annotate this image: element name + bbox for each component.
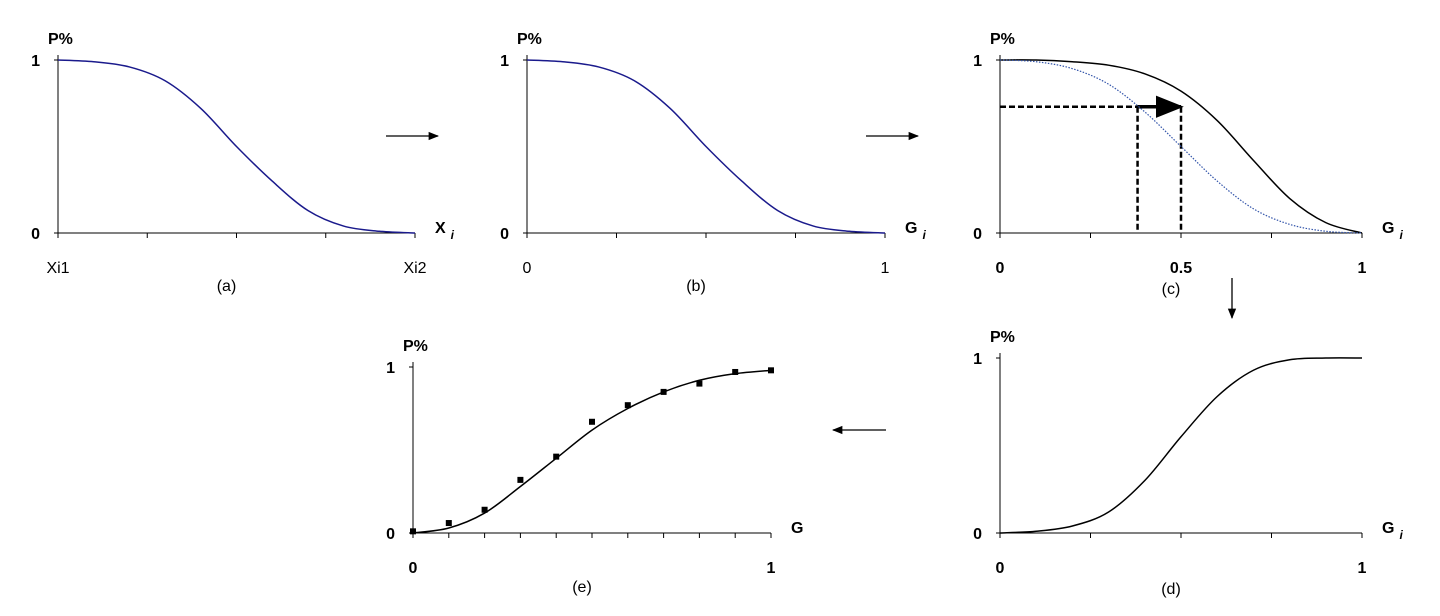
- x-axis-label-sub: i: [451, 228, 455, 242]
- x-tick-label: 0: [523, 260, 532, 277]
- x-axis-label: G: [1382, 520, 1394, 537]
- x-axis-label: G: [791, 520, 803, 537]
- x-axis-label-sub: i: [1399, 528, 1403, 542]
- point: [624, 402, 631, 409]
- x-tick-label: 1: [1358, 260, 1367, 277]
- y-tick-label: 1: [31, 53, 40, 70]
- point: [553, 453, 560, 460]
- point: [732, 368, 739, 375]
- curve: [999, 59, 1363, 234]
- y-axis-label: P%: [990, 329, 1015, 346]
- y-tick-label: 0: [500, 226, 509, 243]
- x-tick-label: 1: [767, 560, 776, 577]
- point: [410, 528, 416, 535]
- y-tick-label: 1: [500, 53, 509, 70]
- x-axis-label: G: [905, 220, 917, 237]
- curve: [999, 357, 1363, 534]
- y-tick-label: 0: [386, 526, 395, 543]
- x-tick-label: 1: [1358, 560, 1367, 577]
- y-tick-label: 1: [973, 351, 982, 368]
- x-axis-label: X: [435, 220, 446, 237]
- caption: (b): [686, 278, 706, 295]
- x-tick-label: 0: [409, 560, 418, 577]
- y-tick-label: 1: [386, 360, 395, 377]
- y-axis-label: P%: [403, 338, 428, 355]
- caption: (d): [1161, 581, 1181, 598]
- x-axis-label-sub: i: [1399, 228, 1403, 242]
- x-axis-label: G: [1382, 220, 1394, 237]
- y-tick-label: 0: [973, 226, 982, 243]
- caption: (c): [1162, 281, 1181, 298]
- point: [660, 388, 667, 395]
- y-tick-label: 1: [973, 53, 982, 70]
- point: [481, 506, 488, 513]
- x-tick-label: 0: [996, 260, 1005, 277]
- y-tick-label: 0: [973, 526, 982, 543]
- point: [696, 380, 703, 387]
- x-tick-label: Xi1: [46, 260, 69, 277]
- curve: [526, 59, 886, 234]
- caption: (a): [217, 278, 237, 295]
- y-axis-label: P%: [517, 31, 542, 48]
- point: [445, 520, 452, 527]
- curve: [999, 59, 1363, 234]
- x-axis-label-sub: i: [922, 228, 926, 242]
- x-tick-label: Xi2: [403, 260, 426, 277]
- point: [589, 418, 595, 425]
- y-axis-label: P%: [990, 31, 1015, 48]
- x-tick-label: 1: [881, 260, 890, 277]
- y-axis-label: P%: [48, 31, 73, 48]
- point: [768, 367, 774, 374]
- curve: [412, 369, 772, 534]
- point: [517, 476, 524, 483]
- caption: (e): [572, 579, 592, 596]
- y-tick-label: 0: [31, 226, 40, 243]
- x-tick-label: 0.5: [1170, 260, 1192, 277]
- x-tick-label: 0: [996, 560, 1005, 577]
- curve: [57, 59, 416, 234]
